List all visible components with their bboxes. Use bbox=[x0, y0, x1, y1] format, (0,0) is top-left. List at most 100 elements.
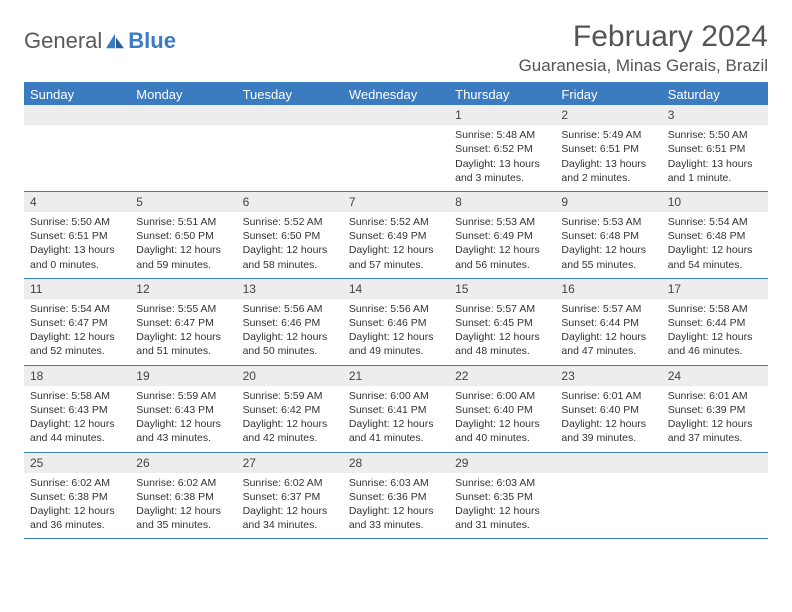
week-row: 25Sunrise: 6:02 AMSunset: 6:38 PMDayligh… bbox=[24, 453, 768, 540]
day-info: Sunrise: 5:54 AMSunset: 6:48 PMDaylight:… bbox=[662, 212, 768, 278]
daylight-text: Daylight: 12 hours and 43 minutes. bbox=[136, 417, 230, 445]
sunset-text: Sunset: 6:38 PM bbox=[136, 490, 230, 504]
calendar: Sunday Monday Tuesday Wednesday Thursday… bbox=[24, 82, 768, 539]
day-info: Sunrise: 5:53 AMSunset: 6:49 PMDaylight:… bbox=[449, 212, 555, 278]
sunrise-text: Sunrise: 6:01 AM bbox=[668, 389, 762, 403]
day-number: 11 bbox=[24, 279, 130, 299]
day-info: Sunrise: 6:03 AMSunset: 6:35 PMDaylight:… bbox=[449, 473, 555, 539]
sunset-text: Sunset: 6:39 PM bbox=[668, 403, 762, 417]
sunset-text: Sunset: 6:46 PM bbox=[349, 316, 443, 330]
day-number: 17 bbox=[662, 279, 768, 299]
daylight-text: Daylight: 12 hours and 33 minutes. bbox=[349, 504, 443, 532]
day-number: 26 bbox=[130, 453, 236, 473]
day-cell: 21Sunrise: 6:00 AMSunset: 6:41 PMDayligh… bbox=[343, 366, 449, 452]
sunset-text: Sunset: 6:45 PM bbox=[455, 316, 549, 330]
weekday-header: Saturday bbox=[662, 84, 768, 105]
logo: General Blue bbox=[24, 28, 176, 54]
day-info: Sunrise: 5:52 AMSunset: 6:50 PMDaylight:… bbox=[237, 212, 343, 278]
day-info: Sunrise: 6:02 AMSunset: 6:38 PMDaylight:… bbox=[24, 473, 130, 539]
sunset-text: Sunset: 6:43 PM bbox=[30, 403, 124, 417]
daylight-text: Daylight: 12 hours and 41 minutes. bbox=[349, 417, 443, 445]
day-number: 24 bbox=[662, 366, 768, 386]
day-number: 14 bbox=[343, 279, 449, 299]
day-cell: 27Sunrise: 6:02 AMSunset: 6:37 PMDayligh… bbox=[237, 453, 343, 539]
day-number: 6 bbox=[237, 192, 343, 212]
sunrise-text: Sunrise: 5:51 AM bbox=[136, 215, 230, 229]
sunrise-text: Sunrise: 6:03 AM bbox=[349, 476, 443, 490]
sunset-text: Sunset: 6:51 PM bbox=[561, 142, 655, 156]
day-info: Sunrise: 5:50 AMSunset: 6:51 PMDaylight:… bbox=[662, 125, 768, 191]
day-cell: 4Sunrise: 5:50 AMSunset: 6:51 PMDaylight… bbox=[24, 192, 130, 278]
daylight-text: Daylight: 13 hours and 2 minutes. bbox=[561, 157, 655, 185]
daylight-text: Daylight: 13 hours and 0 minutes. bbox=[30, 243, 124, 271]
sunset-text: Sunset: 6:50 PM bbox=[136, 229, 230, 243]
day-cell bbox=[130, 105, 236, 191]
day-info: Sunrise: 5:50 AMSunset: 6:51 PMDaylight:… bbox=[24, 212, 130, 278]
sunrise-text: Sunrise: 5:52 AM bbox=[243, 215, 337, 229]
day-number: 1 bbox=[449, 105, 555, 125]
day-cell: 12Sunrise: 5:55 AMSunset: 6:47 PMDayligh… bbox=[130, 279, 236, 365]
sunset-text: Sunset: 6:43 PM bbox=[136, 403, 230, 417]
daylight-text: Daylight: 12 hours and 54 minutes. bbox=[668, 243, 762, 271]
sunset-text: Sunset: 6:51 PM bbox=[668, 142, 762, 156]
sunset-text: Sunset: 6:52 PM bbox=[455, 142, 549, 156]
day-info: Sunrise: 6:00 AMSunset: 6:40 PMDaylight:… bbox=[449, 386, 555, 452]
day-info: Sunrise: 6:01 AMSunset: 6:40 PMDaylight:… bbox=[555, 386, 661, 452]
week-row: 18Sunrise: 5:58 AMSunset: 6:43 PMDayligh… bbox=[24, 366, 768, 453]
day-info: Sunrise: 5:51 AMSunset: 6:50 PMDaylight:… bbox=[130, 212, 236, 278]
sunrise-text: Sunrise: 5:59 AM bbox=[243, 389, 337, 403]
daylight-text: Daylight: 12 hours and 57 minutes. bbox=[349, 243, 443, 271]
sunset-text: Sunset: 6:48 PM bbox=[561, 229, 655, 243]
week-row: 1Sunrise: 5:48 AMSunset: 6:52 PMDaylight… bbox=[24, 105, 768, 192]
sunset-text: Sunset: 6:35 PM bbox=[455, 490, 549, 504]
sunrise-text: Sunrise: 6:00 AM bbox=[349, 389, 443, 403]
sunrise-text: Sunrise: 5:52 AM bbox=[349, 215, 443, 229]
day-info: Sunrise: 5:55 AMSunset: 6:47 PMDaylight:… bbox=[130, 299, 236, 365]
day-cell: 26Sunrise: 6:02 AMSunset: 6:38 PMDayligh… bbox=[130, 453, 236, 539]
weekday-header: Wednesday bbox=[343, 84, 449, 105]
day-number: 21 bbox=[343, 366, 449, 386]
logo-text-blue: Blue bbox=[128, 28, 176, 54]
logo-sail-icon bbox=[104, 32, 126, 50]
day-number: 25 bbox=[24, 453, 130, 473]
sunset-text: Sunset: 6:44 PM bbox=[561, 316, 655, 330]
daylight-text: Daylight: 12 hours and 56 minutes. bbox=[455, 243, 549, 271]
day-info: Sunrise: 6:02 AMSunset: 6:37 PMDaylight:… bbox=[237, 473, 343, 539]
day-info: Sunrise: 5:56 AMSunset: 6:46 PMDaylight:… bbox=[237, 299, 343, 365]
month-title: February 2024 bbox=[519, 20, 768, 54]
sunrise-text: Sunrise: 6:01 AM bbox=[561, 389, 655, 403]
sunrise-text: Sunrise: 5:53 AM bbox=[561, 215, 655, 229]
day-number: 10 bbox=[662, 192, 768, 212]
day-cell: 24 Sunrise: 6:01 AMSunset: 6:39 PMDayligh… bbox=[662, 366, 768, 452]
day-number bbox=[237, 105, 343, 125]
day-info: Sunrise: 5:56 AMSunset: 6:46 PMDaylight:… bbox=[343, 299, 449, 365]
day-number bbox=[662, 453, 768, 473]
day-number: 22 bbox=[449, 366, 555, 386]
day-number bbox=[555, 453, 661, 473]
sunrise-text: Sunrise: 5:57 AM bbox=[455, 302, 549, 316]
day-cell: 9Sunrise: 5:53 AMSunset: 6:48 PMDaylight… bbox=[555, 192, 661, 278]
sunrise-text: Sunrise: 6:03 AM bbox=[455, 476, 549, 490]
day-cell: 16Sunrise: 5:57 AMSunset: 6:44 PMDayligh… bbox=[555, 279, 661, 365]
day-number: 19 bbox=[130, 366, 236, 386]
day-info: Sunrise: 6:03 AMSunset: 6:36 PMDaylight:… bbox=[343, 473, 449, 539]
day-cell bbox=[237, 105, 343, 191]
day-info: Sunrise: 5:53 AMSunset: 6:48 PMDaylight:… bbox=[555, 212, 661, 278]
day-info: Sunrise: 5:59 AMSunset: 6:43 PMDaylight:… bbox=[130, 386, 236, 452]
sunrise-text: Sunrise: 6:02 AM bbox=[30, 476, 124, 490]
weekday-header-row: Sunday Monday Tuesday Wednesday Thursday… bbox=[24, 84, 768, 105]
day-cell: 17Sunrise: 5:58 AMSunset: 6:44 PMDayligh… bbox=[662, 279, 768, 365]
logo-text-general: General bbox=[24, 28, 102, 54]
daylight-text: Daylight: 12 hours and 39 minutes. bbox=[561, 417, 655, 445]
sunrise-text: Sunrise: 5:58 AM bbox=[30, 389, 124, 403]
day-cell: 5Sunrise: 5:51 AMSunset: 6:50 PMDaylight… bbox=[130, 192, 236, 278]
location-text: Guaranesia, Minas Gerais, Brazil bbox=[519, 56, 768, 76]
day-number: 29 bbox=[449, 453, 555, 473]
day-number: 27 bbox=[237, 453, 343, 473]
weekday-header: Sunday bbox=[24, 84, 130, 105]
daylight-text: Daylight: 12 hours and 42 minutes. bbox=[243, 417, 337, 445]
day-info: Sunrise: 6:00 AMSunset: 6:41 PMDaylight:… bbox=[343, 386, 449, 452]
sunset-text: Sunset: 6:49 PM bbox=[349, 229, 443, 243]
daylight-text: Daylight: 12 hours and 37 minutes. bbox=[668, 417, 762, 445]
day-number bbox=[130, 105, 236, 125]
